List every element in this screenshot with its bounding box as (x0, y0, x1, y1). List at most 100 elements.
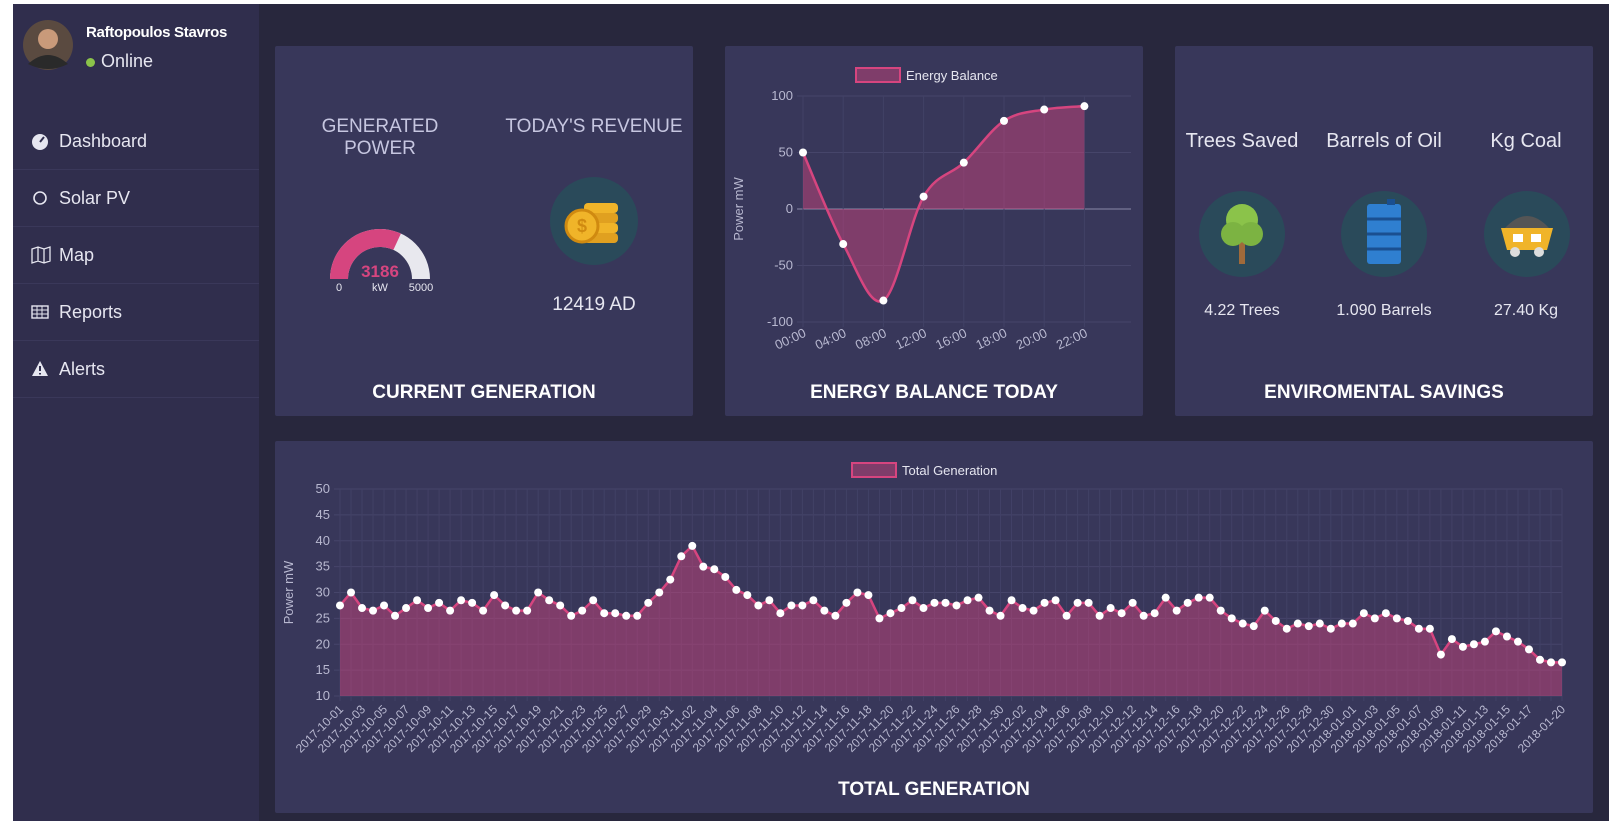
y-axis-label: Power mW (731, 176, 746, 240)
y-tick-label: 45 (316, 507, 330, 522)
point (879, 297, 887, 305)
nav-item[interactable]: Alerts (13, 341, 259, 398)
point (1382, 609, 1390, 617)
point (721, 573, 729, 581)
y-tick-label: 10 (316, 688, 330, 703)
point (886, 609, 894, 617)
x-tick-label: 04:00 (813, 325, 849, 352)
point (611, 609, 619, 617)
point (1426, 625, 1434, 633)
saving-value: 27.40 Kg (1459, 302, 1593, 320)
point (1096, 612, 1104, 620)
x-tick-label: 08:00 (853, 325, 889, 352)
point (644, 599, 652, 607)
point (1239, 620, 1247, 628)
point (633, 612, 641, 620)
legend-swatch (856, 68, 900, 82)
point (490, 591, 498, 599)
point (1261, 607, 1269, 615)
nav-item[interactable]: Map (13, 227, 259, 284)
y-tick-label: 50 (779, 145, 793, 160)
point (699, 563, 707, 571)
point (523, 607, 531, 615)
point (622, 612, 630, 620)
point (765, 596, 773, 604)
card-title: CURRENT GENERATION (275, 382, 693, 404)
saving-label: Trees Saved (1175, 130, 1309, 153)
point (501, 601, 509, 609)
user-status: Online (86, 51, 153, 72)
revenue-value: 12419 AD (499, 294, 689, 316)
point (1080, 102, 1088, 110)
nav-item[interactable]: Reports (13, 284, 259, 341)
point (677, 552, 685, 560)
point (468, 599, 476, 607)
point (1503, 632, 1511, 640)
saving-label: Kg Coal (1459, 130, 1593, 153)
y-tick-label: -50 (774, 258, 793, 273)
nav-label[interactable]: Solar PV (59, 170, 130, 226)
nav-label[interactable]: Map (59, 227, 94, 283)
point (1437, 651, 1445, 659)
nav-item[interactable]: Dashboard (13, 113, 259, 170)
point (1250, 622, 1258, 630)
point (1030, 607, 1038, 615)
point (1349, 620, 1357, 628)
y-tick-label: 100 (771, 88, 793, 103)
point (1294, 620, 1302, 628)
point (1547, 658, 1555, 666)
point (358, 604, 366, 612)
point (1074, 599, 1082, 607)
gauge-min: 0 (336, 282, 342, 294)
y-tick-label: 25 (316, 610, 330, 625)
nav-icon (31, 246, 51, 264)
point (1393, 614, 1401, 622)
point (1360, 609, 1368, 617)
point (864, 591, 872, 599)
point (1052, 596, 1060, 604)
point (1459, 643, 1467, 651)
point (688, 542, 696, 550)
point (1041, 599, 1049, 607)
saving-value: 4.22 Trees (1175, 302, 1309, 320)
point (920, 193, 928, 201)
point (1085, 599, 1093, 607)
point (776, 609, 784, 617)
point (975, 594, 983, 602)
point (839, 240, 847, 248)
saving-label: Barrels of Oil (1317, 130, 1451, 153)
nav-icon (31, 189, 49, 207)
nav-label[interactable]: Dashboard (59, 113, 147, 169)
point (413, 596, 421, 604)
avatar (23, 18, 83, 78)
point (424, 604, 432, 612)
energy-balance-card: -100-5005010000:0004:0008:0012:0016:0018… (725, 46, 1143, 416)
point (1118, 609, 1126, 617)
point (831, 612, 839, 620)
y-tick-label: -100 (767, 314, 793, 329)
nav-label[interactable]: Alerts (59, 341, 105, 397)
card-title: ENVIROMENTAL SAVINGS (1175, 382, 1593, 404)
x-tick-label: 22:00 (1054, 325, 1090, 352)
point (446, 607, 454, 615)
point (1481, 638, 1489, 646)
point (567, 612, 575, 620)
point (1008, 596, 1016, 604)
nav-label[interactable]: Reports (59, 284, 122, 340)
point (1514, 638, 1522, 646)
point (787, 601, 795, 609)
point (1338, 620, 1346, 628)
point (1162, 594, 1170, 602)
legend-swatch (852, 463, 896, 477)
card-title: ENERGY BALANCE TODAY (725, 382, 1143, 404)
point (1415, 625, 1423, 633)
page: {"user": {"name": "Raftopoulos Stavros",… (0, 0, 1616, 821)
point (545, 596, 553, 604)
total-generation-card: 1015202530354045502017-10-012017-10-0320… (275, 441, 1593, 813)
coins-icon: $ (544, 171, 644, 271)
nav-item[interactable]: Solar PV (13, 170, 259, 227)
card-title: TOTAL GENERATION (275, 779, 1593, 801)
user-name: Raftopoulos Stavros (86, 24, 227, 41)
